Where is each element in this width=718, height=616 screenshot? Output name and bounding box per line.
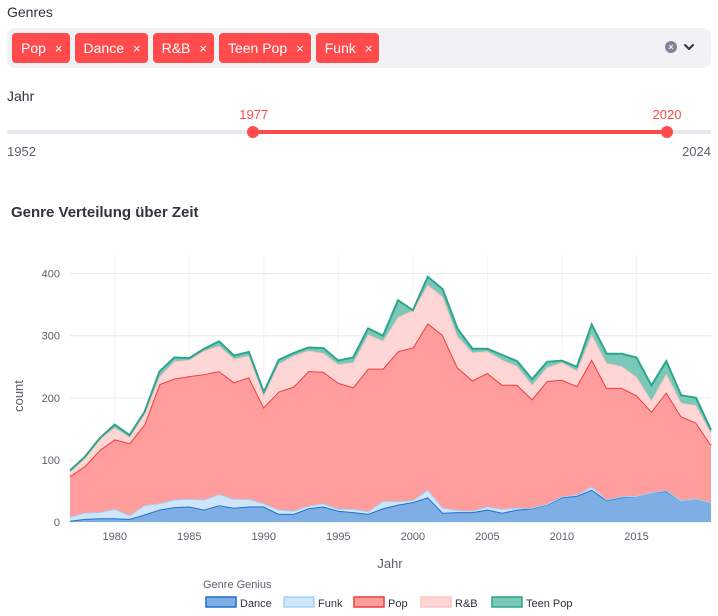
tag-label: Teen Pop — [227, 40, 288, 56]
remove-dance-icon[interactable]: × — [132, 40, 141, 56]
year-slider-track[interactable] — [7, 130, 711, 134]
y-axis-title: count — [11, 380, 26, 412]
area-funk — [70, 486, 711, 521]
tag-dance[interactable]: Dance × — [74, 33, 148, 63]
tag-funk[interactable]: Funk × — [315, 33, 380, 63]
chart-title: Genre Verteilung über Zeit — [11, 204, 199, 221]
tag-label: Dance — [83, 40, 124, 56]
legend-swatch — [491, 596, 523, 608]
legend-label: Funk — [318, 598, 343, 610]
legend-swatch — [420, 596, 452, 608]
year-label: Jahr — [7, 88, 35, 104]
legend-title: Genre Genius — [203, 579, 272, 591]
chevron-down-icon[interactable] — [682, 40, 696, 54]
x-tick-label: 1995 — [326, 531, 350, 543]
year-start-value: 1977 — [239, 107, 269, 122]
x-tick-label: 1990 — [252, 531, 276, 543]
legend-item[interactable]: R&B — [420, 596, 478, 610]
x-tick-label: 1980 — [102, 531, 126, 543]
tag-rnb[interactable]: R&B × — [152, 33, 214, 63]
year-end-value: 2020 — [652, 107, 682, 122]
legend-swatch — [283, 596, 315, 608]
legend-label: R&B — [455, 598, 478, 610]
y-tick-label: 200 — [42, 393, 60, 405]
remove-pop-icon[interactable]: × — [54, 40, 63, 56]
remove-rnb-icon[interactable]: × — [199, 40, 207, 56]
legend-swatch — [353, 596, 385, 608]
tag-label: Funk — [324, 40, 356, 56]
x-tick-label: 2005 — [475, 531, 499, 543]
area-series — [69, 275, 712, 522]
genre-tags: Pop × Dance × R&B × Teen Pop × Funk × — [12, 33, 380, 63]
legend-swatch — [205, 596, 237, 608]
axes: 0 100 200 300 400 1980 1985 1990 1995 2000 2005 201… — [42, 269, 649, 543]
legend: Dance Funk Pop R&B Teen Pop — [205, 596, 572, 610]
x-tick-label: 2015 — [624, 531, 648, 543]
y-tick-label: 0 — [54, 517, 60, 529]
tag-label: R&B — [161, 40, 191, 56]
legend-label: Teen Pop — [526, 598, 572, 610]
y-tick-label: 300 — [42, 331, 60, 343]
tag-label: Pop — [21, 40, 46, 56]
year-slider-start-thumb[interactable] — [247, 126, 260, 138]
legend-item[interactable]: Funk — [283, 596, 343, 610]
year-slider-range — [253, 130, 667, 134]
area-pop — [70, 323, 711, 517]
stacked-area-chart: 0 100 200 300 400 1980 1985 1990 1995 2000 2005 201… — [11, 255, 712, 610]
legend-item[interactable]: Dance — [205, 596, 272, 610]
year-min-label: 1952 — [7, 144, 36, 159]
x-tick-label: 1985 — [177, 531, 201, 543]
x-axis-title: Jahr — [377, 556, 403, 571]
x-tick-label: 2000 — [401, 531, 425, 543]
x-tick-label: 2010 — [550, 531, 574, 543]
year-max-label: 2024 — [682, 144, 711, 159]
legend-label: Pop — [388, 598, 408, 610]
tag-pop[interactable]: Pop × — [12, 33, 70, 63]
remove-teen-pop-icon[interactable]: × — [296, 40, 304, 56]
year-slider-end-thumb[interactable] — [660, 126, 673, 138]
genre-multiselect[interactable]: Pop × Dance × R&B × Teen Pop × Funk × × — [7, 28, 711, 68]
area-dance — [70, 489, 711, 522]
legend-item[interactable]: Teen Pop — [491, 596, 572, 610]
remove-funk-icon[interactable]: × — [364, 40, 373, 56]
tag-teen-pop[interactable]: Teen Pop × — [218, 33, 311, 63]
y-tick-label: 100 — [42, 455, 60, 467]
legend-label: Dance — [240, 598, 272, 610]
line-teen-pop — [69, 275, 712, 472]
legend-item[interactable]: Pop — [353, 596, 408, 610]
genres-label: Genres — [7, 4, 53, 20]
clear-all-icon[interactable]: × — [665, 41, 677, 53]
y-tick-label: 400 — [42, 269, 60, 281]
